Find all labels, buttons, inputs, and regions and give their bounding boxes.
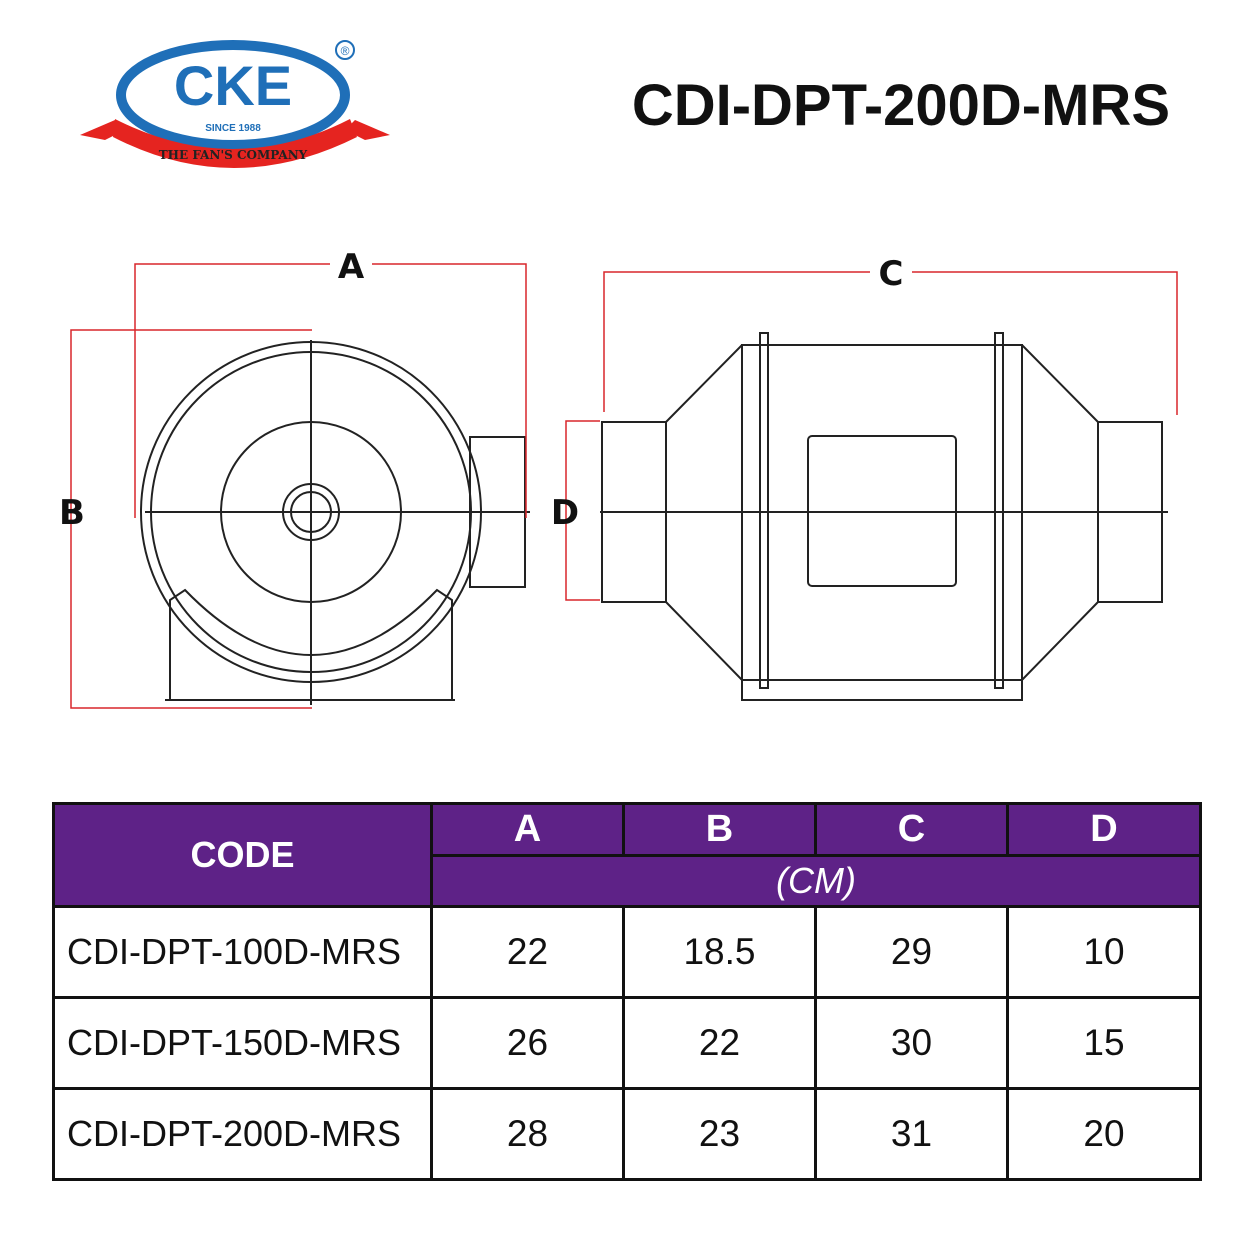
cell-d: 20 — [1006, 1087, 1202, 1181]
cell-c: 30 — [814, 996, 1009, 1090]
product-title: CDI-DPT-200D-MRS — [631, 73, 1170, 138]
cell-b: 18.5 — [622, 905, 817, 999]
table-row: CDI-DPT-150D-MRS 26 22 30 15 — [52, 996, 1202, 1090]
table-row: CDI-DPT-200D-MRS 28 23 31 20 — [52, 1087, 1202, 1181]
dimension-label-b: B — [59, 493, 85, 533]
cell-a: 26 — [430, 996, 625, 1090]
logo-since: SINCE 1988 — [205, 123, 261, 134]
header-unit: (CM) — [430, 854, 1202, 908]
logo-tagline: THE FAN'S COMPANY — [159, 148, 308, 162]
header-d: D — [1006, 802, 1202, 857]
header-b: B — [622, 802, 817, 857]
dimension-table: CODE A B C D (CM) CDI-DPT-100D-MRS 22 18… — [52, 802, 1202, 1181]
header-c: C — [814, 802, 1009, 857]
registered-mark: ® — [341, 44, 350, 58]
side-view — [600, 332, 1168, 701]
logo-brand: CKE — [174, 54, 292, 117]
dimension-diagram: A B C D — [59, 247, 1178, 709]
header-code: CODE — [52, 802, 433, 908]
header-a: A — [430, 802, 625, 857]
cell-code: CDI-DPT-200D-MRS — [52, 1087, 433, 1181]
cell-d: 15 — [1006, 996, 1202, 1090]
cell-code: CDI-DPT-150D-MRS — [52, 996, 433, 1090]
cell-b: 22 — [622, 996, 817, 1090]
dimension-label-a: A — [338, 247, 365, 287]
dimension-lines — [70, 263, 1178, 709]
front-view — [140, 340, 530, 705]
cell-d: 10 — [1006, 905, 1202, 999]
cell-c: 31 — [814, 1087, 1009, 1181]
cell-c: 29 — [814, 905, 1009, 999]
dimension-label-c: C — [879, 254, 904, 294]
cell-code: CDI-DPT-100D-MRS — [52, 905, 433, 999]
cell-a: 28 — [430, 1087, 625, 1181]
cke-logo: CKE SINCE 1988 THE FAN'S COMPANY ® — [80, 40, 390, 168]
table-row: CDI-DPT-100D-MRS 22 18.5 29 10 — [52, 905, 1202, 999]
dimension-label-d: D — [551, 493, 579, 533]
cell-a: 22 — [430, 905, 625, 999]
cell-b: 23 — [622, 1087, 817, 1181]
